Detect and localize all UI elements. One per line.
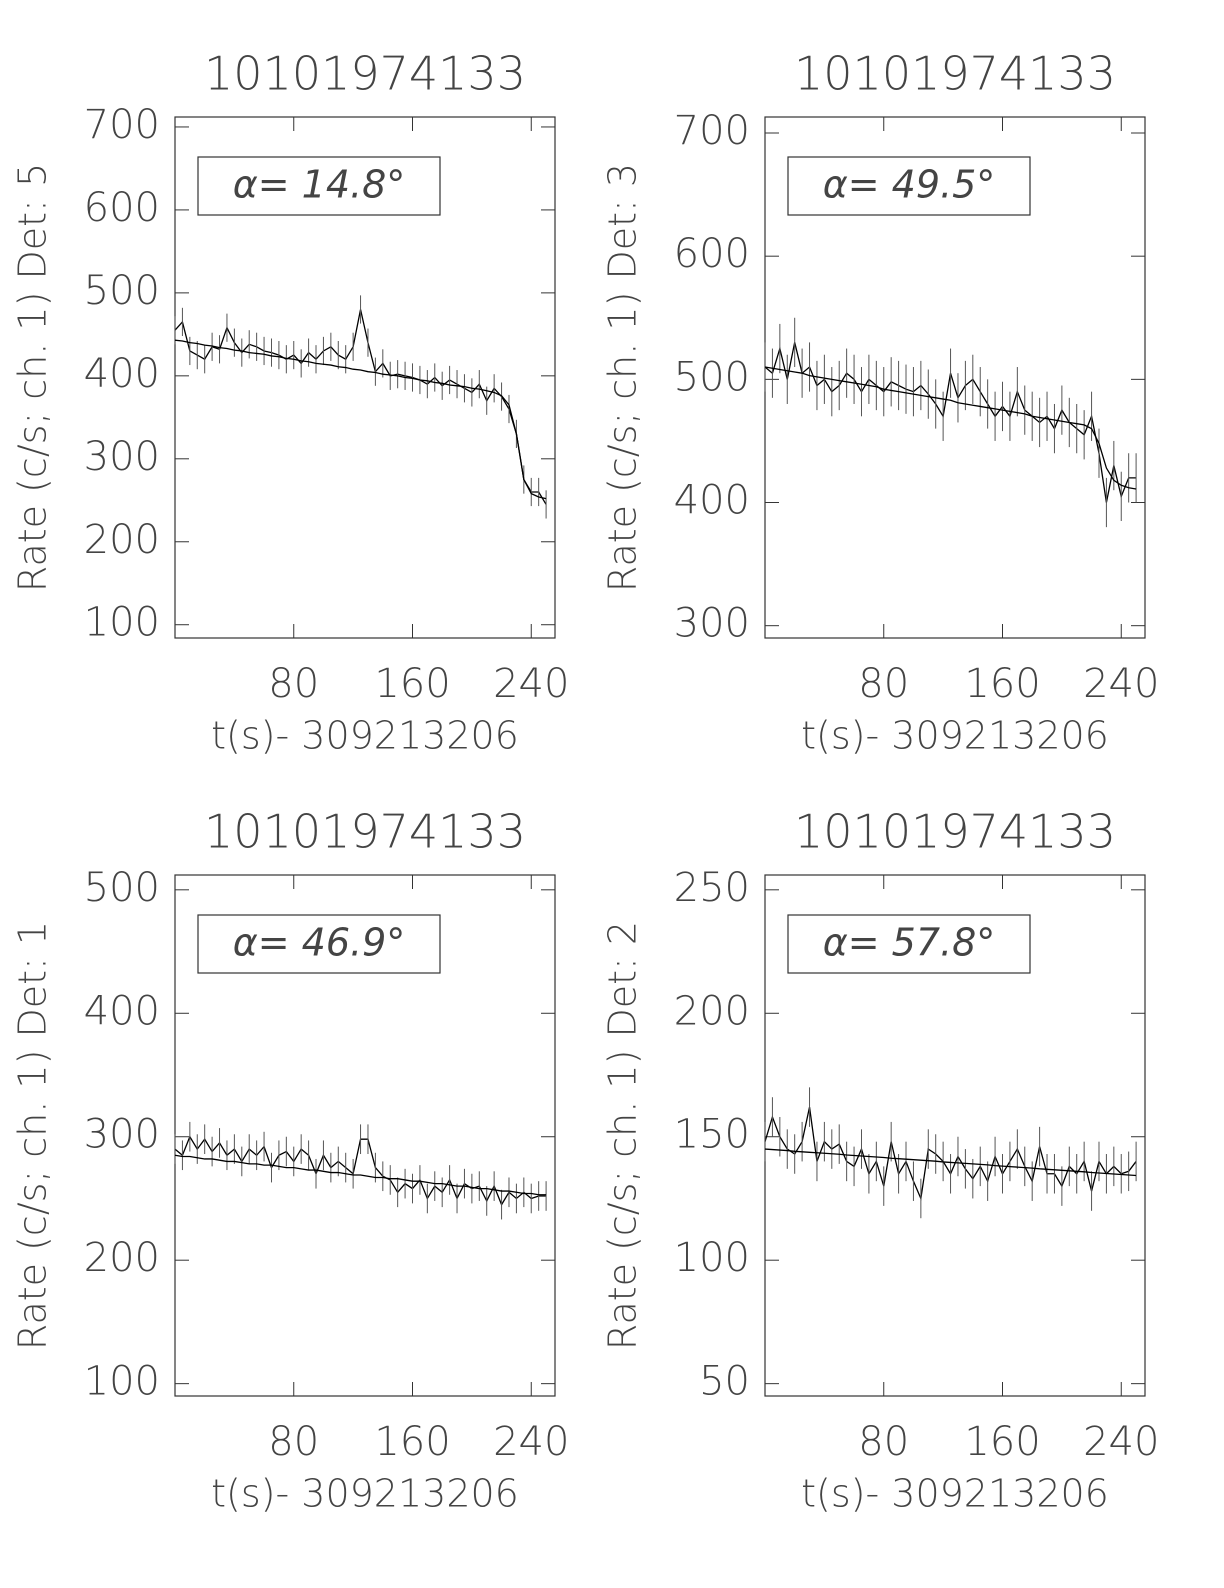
data-line	[174, 309, 547, 505]
x-tick-label: 240	[1083, 1419, 1159, 1465]
fit-line	[764, 1148, 1137, 1177]
y-axis-label: Rate (c/s; ch. 1) Det: 3	[601, 163, 645, 592]
annotation-box	[197, 914, 441, 974]
x-tick-label: 160	[374, 1419, 450, 1465]
y-tick-label: 400	[674, 478, 750, 524]
x-axis-label: t(s)- 309213206	[801, 1472, 1109, 1516]
x-tick-label: 80	[858, 661, 909, 707]
y-tick-label: 600	[84, 185, 160, 231]
x-tick-label: 240	[493, 1419, 569, 1465]
y-tick-label: 700	[84, 102, 160, 148]
x-axis-label: t(s)- 309213206	[801, 714, 1109, 758]
y-tick-label: 700	[674, 108, 750, 154]
y-tick-label: 400	[84, 988, 160, 1034]
x-tick-label: 240	[1083, 661, 1159, 707]
y-tick-label: 500	[84, 268, 160, 314]
x-tick-label: 80	[268, 661, 319, 707]
fit-line	[174, 1154, 547, 1196]
y-tick-label: 200	[674, 988, 750, 1034]
annotation: α= 57.8°	[823, 921, 996, 965]
y-tick-label: 300	[674, 601, 750, 647]
y-tick-label: 300	[84, 1112, 160, 1158]
y-tick-label: 500	[84, 865, 160, 911]
chart-title: 10101974133	[204, 47, 526, 101]
y-axis-label: Rate (c/s; ch. 1) Det: 1	[11, 921, 55, 1350]
x-tick-label: 80	[858, 1419, 909, 1465]
x-tick-label: 160	[374, 661, 450, 707]
annotation: α= 49.5°	[823, 163, 996, 207]
fit-line	[764, 366, 1137, 490]
annotation: α= 46.9°	[233, 921, 406, 965]
y-tick-label: 150	[674, 1112, 750, 1158]
fit-line	[174, 339, 547, 500]
y-tick-label: 300	[84, 434, 160, 480]
y-tick-label: 400	[84, 351, 160, 397]
annotation-box	[787, 914, 1031, 974]
y-tick-label: 100	[84, 600, 160, 646]
x-axis-label: t(s)- 309213206	[211, 1472, 519, 1516]
y-tick-label: 200	[84, 517, 160, 563]
x-tick-label: 160	[964, 1419, 1040, 1465]
y-tick-label: 600	[674, 231, 750, 277]
annotation-box	[197, 156, 441, 216]
x-tick-label: 80	[268, 1419, 319, 1465]
y-axis-label: Rate (c/s; ch. 1) Det: 2	[601, 921, 645, 1350]
annotation: α= 14.8°	[233, 163, 406, 207]
chart-title: 10101974133	[794, 47, 1116, 101]
y-axis-label: Rate (c/s; ch. 1) Det: 5	[11, 163, 55, 592]
y-tick-label: 100	[84, 1359, 160, 1405]
y-tick-label: 250	[674, 865, 750, 911]
y-tick-label: 200	[84, 1235, 160, 1281]
y-tick-label: 500	[674, 354, 750, 400]
chart-title: 10101974133	[204, 805, 526, 859]
x-tick-label: 160	[964, 661, 1040, 707]
chart-title: 10101974133	[794, 805, 1116, 859]
annotation-box	[787, 156, 1031, 216]
y-tick-label: 100	[674, 1235, 750, 1281]
y-tick-label: 50	[699, 1359, 750, 1405]
plot-frame	[174, 116, 556, 639]
x-tick-label: 240	[493, 661, 569, 707]
x-axis-label: t(s)- 309213206	[211, 714, 519, 758]
